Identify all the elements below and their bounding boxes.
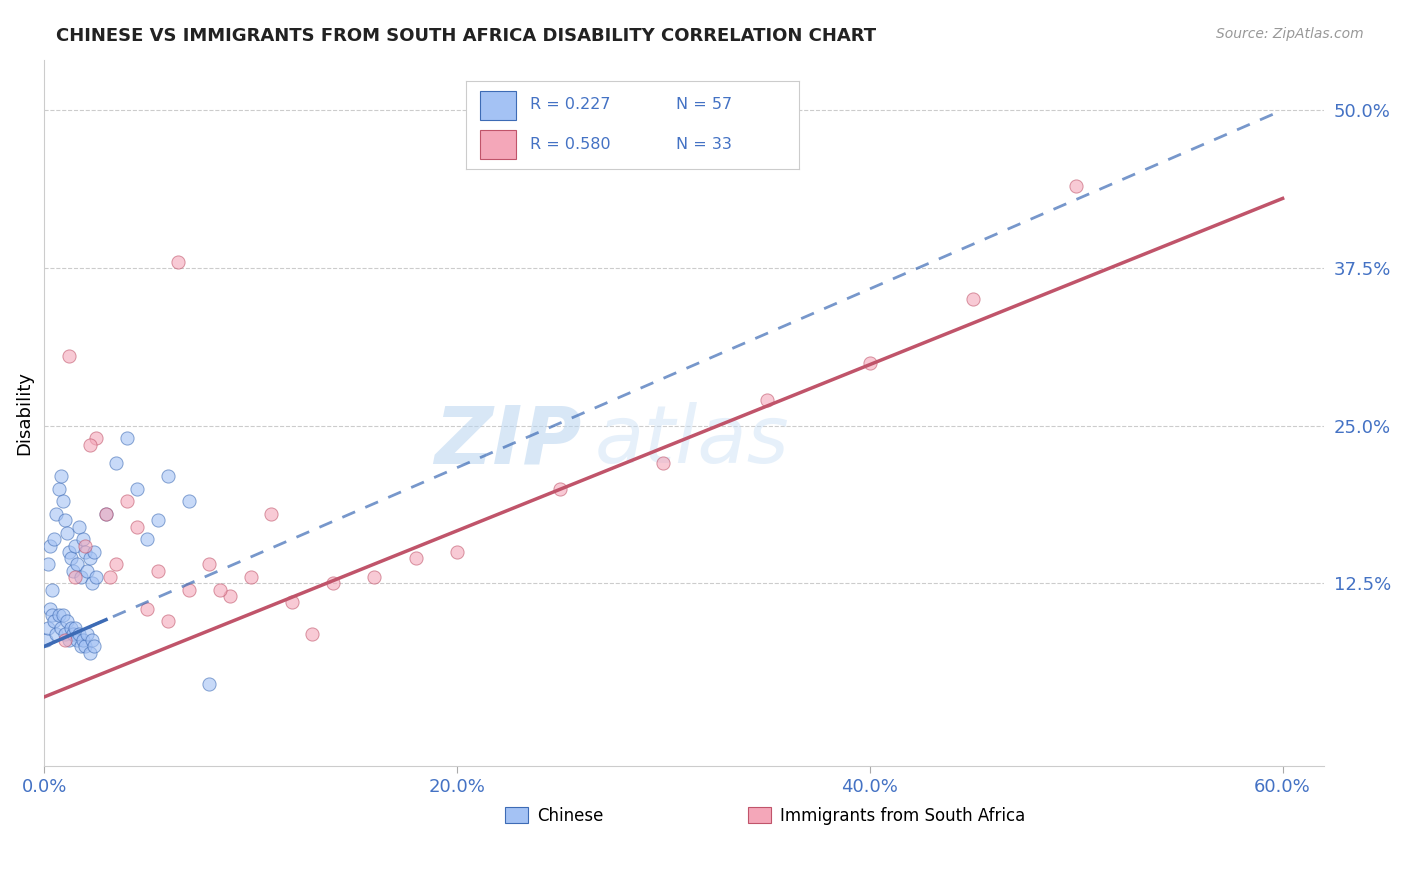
Point (72, 633, 94, 648)
Point (652, 457, 675, 471)
Point (239, 570, 262, 584)
Point (48, 607, 70, 622)
Point (177, 582, 200, 597)
Point (58, 545, 80, 559)
Point (37, 621, 59, 635)
Text: Chinese: Chinese (537, 807, 603, 825)
Point (66, 633, 89, 648)
Point (105, 558, 128, 572)
Point (167, 254, 190, 268)
Point (80, 576, 103, 591)
Point (67, 519, 90, 533)
Point (80, 633, 103, 648)
Point (94, 507, 117, 521)
Point (105, 457, 128, 471)
Point (72, 533, 94, 547)
Point (281, 595, 304, 609)
Text: atlas: atlas (595, 402, 789, 480)
Point (59, 621, 82, 635)
Point (41, 607, 63, 622)
Point (56, 614, 79, 628)
Bar (748, 807, 770, 823)
Point (115, 431, 138, 445)
Point (63, 539, 86, 553)
Point (755, 393, 778, 408)
Point (177, 494, 200, 508)
Point (53, 627, 76, 641)
Point (125, 482, 148, 496)
Point (156, 469, 179, 483)
Point (58, 349, 80, 363)
Text: Source: ZipAtlas.com: Source: ZipAtlas.com (1216, 27, 1364, 41)
Point (75, 545, 97, 559)
Point (208, 582, 231, 597)
Point (41, 582, 63, 597)
Point (56, 525, 79, 540)
Point (198, 558, 221, 572)
Point (67, 627, 90, 641)
Point (446, 545, 468, 559)
Point (156, 614, 179, 628)
Point (260, 507, 283, 521)
Point (98, 570, 121, 584)
Point (548, 482, 571, 496)
Text: CHINESE VS IMMIGRANTS FROM SOUTH AFRICA DISABILITY CORRELATION CHART: CHINESE VS IMMIGRANTS FROM SOUTH AFRICA … (56, 27, 876, 45)
Point (859, 355, 882, 369)
Point (39, 539, 62, 553)
Point (44, 533, 66, 547)
Point (322, 576, 344, 591)
Point (70, 570, 93, 584)
Point (39, 601, 62, 615)
Point (44, 614, 66, 628)
Point (75, 539, 97, 553)
Point (84, 570, 107, 584)
Point (84, 431, 107, 445)
Point (363, 570, 385, 584)
Point (58, 633, 80, 648)
Point (48, 482, 70, 496)
Bar (505, 807, 527, 823)
Point (94, 507, 117, 521)
Point (219, 589, 242, 603)
Point (76, 627, 98, 641)
Point (83, 640, 105, 654)
Point (49, 621, 72, 635)
Y-axis label: Disability: Disability (15, 371, 32, 455)
Point (79, 646, 101, 660)
Point (52, 494, 75, 508)
Point (136, 601, 159, 615)
Point (63, 621, 86, 635)
Point (35, 633, 58, 648)
Point (83, 545, 105, 559)
Point (76, 564, 98, 578)
Point (37, 558, 59, 572)
Point (125, 519, 148, 533)
Point (63, 570, 86, 584)
Point (59, 551, 82, 566)
Point (405, 551, 427, 566)
Point (53, 513, 76, 527)
Point (62, 627, 84, 641)
Point (66, 558, 89, 572)
Text: Immigrants from South Africa: Immigrants from South Africa (780, 807, 1025, 825)
Point (136, 533, 159, 547)
Point (115, 494, 138, 508)
Point (79, 437, 101, 451)
Text: ZIP: ZIP (434, 402, 582, 480)
Point (146, 564, 169, 578)
Point (75, 640, 97, 654)
Point (45, 627, 67, 641)
Point (146, 513, 169, 527)
Point (45, 507, 67, 521)
Point (70, 640, 93, 654)
Point (962, 293, 984, 307)
Point (52, 607, 75, 622)
Point (53, 633, 76, 648)
Point (1064, 178, 1087, 193)
Point (49, 469, 72, 483)
Point (79, 551, 101, 566)
Point (198, 677, 221, 691)
Point (62, 564, 84, 578)
Point (301, 627, 323, 641)
